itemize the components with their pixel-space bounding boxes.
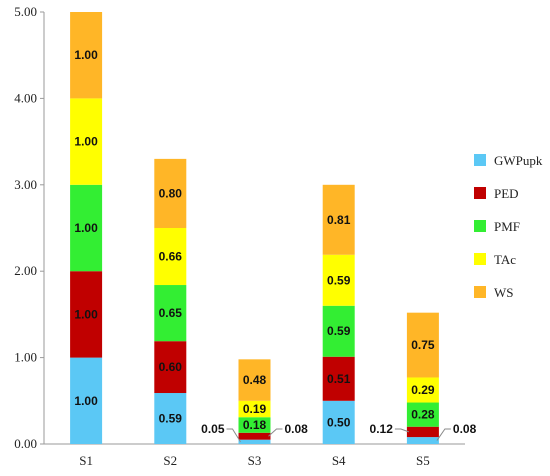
callout-leader	[268, 428, 283, 437]
x-tick-label: S4	[332, 453, 346, 468]
x-tick-label: S1	[79, 453, 93, 468]
callouts: 0.05 0.08 0.12 0.08	[201, 422, 477, 443]
data-labels: 1.00 1.00 1.00 1.00 1.00 0.59 0.60 0.65 0.66 0.80…	[74, 48, 434, 432]
data-label: 0.59	[327, 273, 351, 287]
data-label: 0.65	[159, 306, 183, 320]
data-label: 1.00	[74, 48, 98, 62]
data-label: 0.28	[411, 408, 435, 422]
data-label: 0.59	[327, 324, 351, 338]
bar-segment	[70, 271, 103, 358]
y-tick-label: 2.00	[14, 263, 37, 278]
bar-segment	[154, 393, 187, 444]
legend-label: GWPupk	[494, 153, 543, 168]
bar-segment	[322, 400, 355, 444]
legend-swatch	[474, 154, 486, 166]
y-tick-label: 4.00	[14, 90, 37, 105]
bar-segment	[70, 98, 103, 185]
y-tick-label: 1.00	[14, 350, 37, 365]
data-label: 0.80	[159, 186, 183, 200]
data-label: 1.00	[74, 135, 98, 149]
data-label: 1.00	[74, 221, 98, 235]
bar-segment	[322, 254, 355, 306]
data-label: 0.18	[243, 418, 267, 432]
legend-swatch	[474, 286, 486, 298]
data-label: 0.60	[159, 360, 183, 374]
bar-segment	[238, 417, 271, 433]
bar-segment	[70, 184, 103, 272]
callout-label: 0.05	[201, 422, 225, 436]
callout-leader	[394, 428, 410, 433]
data-label: 1.00	[74, 394, 98, 408]
bar-segment	[70, 12, 103, 99]
bar-segment	[406, 426, 439, 438]
bar-segment	[406, 437, 439, 444]
bar-segment	[322, 356, 355, 401]
bar-segment	[238, 439, 271, 444]
bar-segment	[322, 184, 355, 255]
x-tick-label: S3	[248, 453, 262, 468]
legend-label: TAc	[494, 252, 516, 267]
bar-segment	[238, 359, 271, 401]
data-label: 1.00	[74, 307, 98, 321]
legend-swatch	[474, 253, 486, 265]
x-tick-label: S2	[163, 453, 177, 468]
callout-label: 0.08	[285, 422, 309, 436]
legend-swatch	[474, 187, 486, 199]
bar-segment	[154, 341, 187, 394]
x-axis: S1 S2 S3 S4 S5	[44, 443, 465, 468]
bar-segment	[406, 312, 439, 378]
y-tick-label: 0.00	[14, 436, 37, 451]
bar-segment	[154, 228, 187, 286]
data-label: 0.66	[159, 250, 183, 264]
y-axis: 0.00 1.00 2.00 3.00 4.00 5.00	[14, 4, 45, 451]
data-label: 0.50	[327, 415, 351, 429]
x-tick-label: S5	[416, 453, 430, 468]
y-tick-label: 5.00	[14, 4, 37, 19]
callout-leader	[226, 428, 241, 443]
callout-leader	[436, 428, 451, 441]
bar-segment	[322, 305, 355, 357]
legend-label: WS	[494, 285, 514, 300]
data-label: 0.59	[159, 412, 183, 426]
y-tick-label: 3.00	[14, 177, 37, 192]
data-label: 0.48	[243, 373, 267, 387]
data-label: 0.81	[327, 213, 351, 227]
bar-segment	[406, 377, 439, 403]
bar-segment	[406, 402, 439, 427]
bar-segment	[238, 432, 271, 440]
data-label: 0.19	[243, 402, 267, 416]
legend-label: PMF	[494, 219, 520, 234]
bars	[70, 12, 439, 444]
bar-segment	[238, 400, 271, 418]
legend-label: PED	[494, 186, 519, 201]
data-label: 0.29	[411, 383, 435, 397]
bar-segment	[70, 357, 103, 444]
callout-label: 0.12	[370, 422, 394, 436]
bar-segment	[154, 285, 187, 342]
data-label: 0.51	[327, 372, 351, 386]
bar-segment	[154, 158, 187, 228]
callout-label: 0.08	[453, 422, 477, 436]
data-label: 0.75	[411, 338, 435, 352]
legend-swatch	[474, 220, 486, 232]
legend: GWPupk PED PMF TAc WS	[474, 153, 543, 300]
